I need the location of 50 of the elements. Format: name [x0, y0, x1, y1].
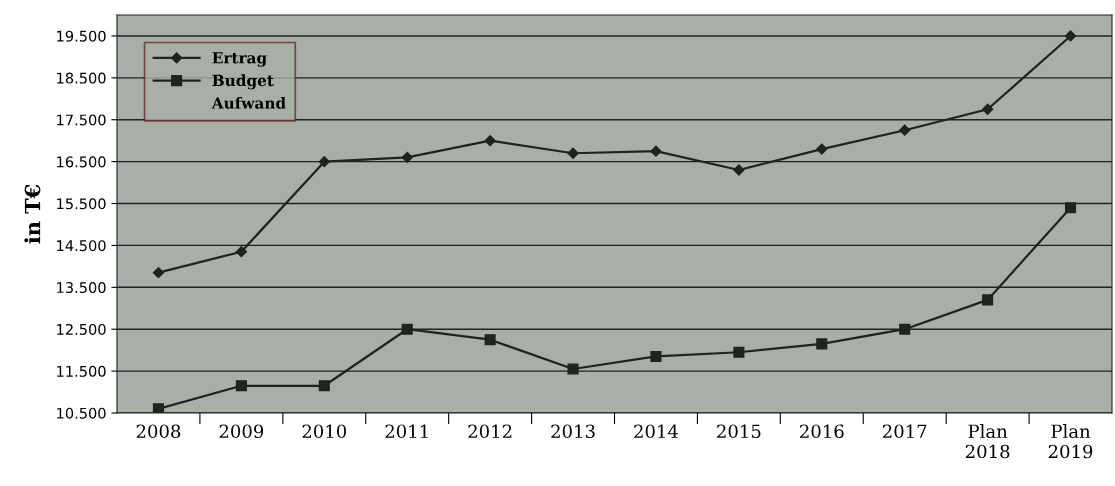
- y-tick-label: 15.500: [57, 198, 106, 210]
- point: [816, 143, 828, 155]
- y-tick-label: 17.500: [57, 114, 106, 126]
- y-tick-label: 11.500: [57, 365, 106, 377]
- y-axis-title: in T€: [24, 184, 41, 244]
- point: [1064, 30, 1077, 42]
- legend-label: Budget: [212, 74, 274, 90]
- point: [899, 124, 911, 136]
- legend-label: Ertrag: [212, 52, 267, 67]
- point: [401, 323, 413, 335]
- x-tick-label: 2017: [882, 424, 927, 439]
- x-tick-label: 2014: [634, 424, 679, 439]
- point: [152, 267, 165, 279]
- x-tick-label: Plan 2019: [1048, 424, 1093, 459]
- x-tick-label: Plan 2018: [965, 424, 1010, 459]
- point: [484, 334, 496, 346]
- y-tick-label: 16.500: [57, 156, 106, 168]
- point: [235, 246, 247, 258]
- point: [318, 380, 330, 392]
- x-tick-label: 2016: [800, 424, 844, 439]
- y-tick-label: 12.500: [57, 323, 106, 335]
- y-tick-label: 18.500: [57, 72, 106, 84]
- x-tick-label: 2009: [219, 424, 264, 439]
- point: [318, 156, 330, 168]
- y-tick-label: 19.500: [57, 30, 106, 42]
- point: [899, 323, 911, 335]
- y-tick-label: 14.500: [57, 240, 106, 252]
- point: [235, 380, 247, 392]
- point: [152, 403, 165, 413]
- point: [650, 350, 662, 362]
- x-tick-label: 2013: [551, 424, 595, 439]
- y-tick-label: 13.500: [57, 282, 106, 294]
- y-tick-label: 10.500: [57, 407, 106, 419]
- x-tick-label: 2011: [385, 424, 428, 439]
- x-tick-label: 2012: [468, 424, 512, 439]
- point: [1064, 202, 1077, 214]
- point: [401, 151, 413, 164]
- point: [484, 135, 496, 147]
- x-tick-label: 2008: [136, 424, 181, 439]
- point: [816, 338, 828, 350]
- point: [982, 103, 994, 115]
- x-tick-label: 2015: [717, 424, 761, 439]
- x-tick-label: 2010: [302, 424, 347, 439]
- point: [733, 164, 745, 176]
- point: [733, 346, 745, 358]
- point: [650, 145, 662, 157]
- point: [567, 363, 579, 375]
- point: [567, 147, 579, 159]
- text: Aufwand: [211, 96, 286, 109]
- point: [982, 294, 994, 306]
